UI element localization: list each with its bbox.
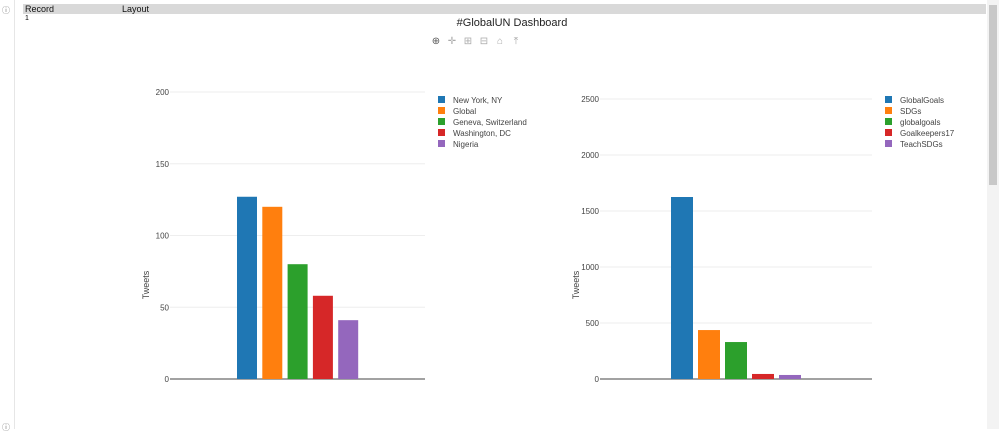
bar-global: [262, 206, 283, 379]
legend-swatch: [885, 129, 892, 136]
scrollbar[interactable]: [987, 0, 999, 429]
legend-swatch: [438, 129, 445, 136]
scrollbar-thumb[interactable]: [989, 5, 997, 185]
y-tick-label: 2000: [581, 151, 599, 160]
zoom-in-icon[interactable]: ⊞: [463, 36, 473, 47]
bar-geneva-switzerland: [287, 264, 308, 379]
legend-swatch: [885, 140, 892, 147]
table-header: Record Layout: [23, 4, 986, 14]
col-layout: Layout: [122, 4, 150, 14]
y-tick-label: 200: [156, 88, 170, 97]
legend-label: New York, NY: [453, 96, 503, 105]
y-axis-title: Tweets: [141, 270, 151, 299]
legend-swatch: [438, 140, 445, 147]
legend-label: GlobalGoals: [900, 96, 944, 105]
zoom-icon[interactable]: ⊕: [431, 36, 441, 47]
legend-label: Geneva, Switzerland: [453, 118, 527, 127]
y-tick-label: 100: [156, 232, 170, 241]
left-gutter: ⓘ ⓘ: [0, 0, 15, 432]
bar-nigeria: [338, 320, 359, 379]
bar-sdgs: [698, 330, 720, 379]
bar-washington-dc: [312, 295, 333, 379]
y-tick-label: 1500: [581, 207, 599, 216]
record-number: 1: [25, 15, 29, 22]
bar-globalgoals: [671, 197, 693, 379]
info-icon[interactable]: ⓘ: [2, 6, 10, 15]
legend-label: SDGs: [900, 107, 921, 116]
legend-label: Nigeria: [453, 140, 479, 149]
spike-icon[interactable]: ⤒: [513, 36, 519, 47]
y-axis-title: Tweets: [571, 270, 581, 299]
bar-teachsdgs: [779, 374, 801, 379]
y-tick-label: 150: [156, 160, 170, 169]
y-tick-label: 2500: [581, 95, 599, 104]
zoom-out-icon[interactable]: ⊟: [479, 36, 489, 47]
legend-label: Washington, DC: [453, 129, 511, 138]
col-record: Record: [25, 4, 55, 14]
legend-label: globalgoals: [900, 118, 940, 127]
y-tick-label: 0: [595, 375, 600, 384]
legend-swatch: [885, 96, 892, 103]
legend-label: Goalkeepers17: [900, 129, 955, 138]
pan-icon[interactable]: ✛: [447, 36, 457, 47]
bar-goalkeepers17: [752, 373, 774, 379]
bar-new-york-ny: [237, 196, 257, 379]
home-icon[interactable]: ⌂: [496, 36, 504, 47]
info-icon[interactable]: ⓘ: [2, 423, 10, 432]
legend-swatch: [438, 107, 445, 114]
bar-globalgoals: [725, 342, 747, 379]
y-tick-label: 0: [165, 375, 170, 384]
legend-label: TeachSDGs: [900, 140, 943, 149]
y-tick-label: 1000: [581, 263, 599, 272]
legend-swatch: [438, 96, 445, 103]
y-tick-label: 50: [160, 303, 169, 312]
legend-swatch: [438, 118, 445, 125]
legend-swatch: [885, 107, 892, 114]
y-tick-label: 500: [586, 319, 600, 328]
legend-swatch: [885, 118, 892, 125]
modebar: ⊕ ✛ ⊞ ⊟ ⌂ ⤒: [431, 36, 521, 47]
dashboard-title: #GlobalUN Dashboard: [456, 17, 568, 29]
legend-label: Global: [453, 107, 476, 116]
